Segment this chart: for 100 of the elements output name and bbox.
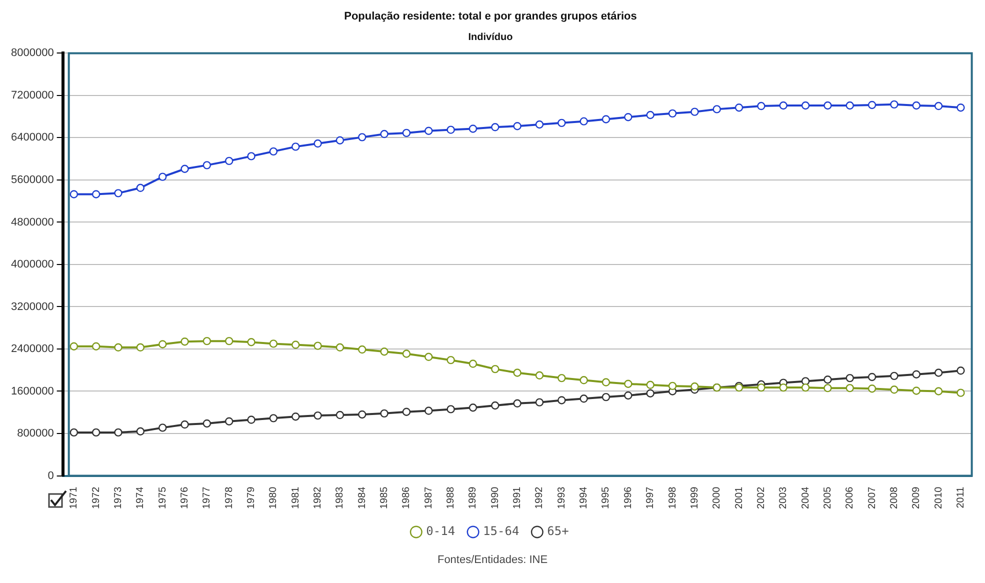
point xyxy=(180,337,189,346)
point xyxy=(92,190,100,198)
point xyxy=(446,126,455,134)
point xyxy=(114,343,122,352)
point xyxy=(92,428,100,437)
x-tick-label: 1984 xyxy=(356,486,368,510)
x-tick-label: 2001 xyxy=(734,486,745,510)
point xyxy=(580,376,588,384)
x-tick-label: 1989 xyxy=(468,486,479,510)
point xyxy=(336,410,344,420)
point xyxy=(513,122,522,130)
point xyxy=(491,401,500,410)
x-tick-label: 1974 xyxy=(135,486,146,510)
point xyxy=(292,412,300,421)
x-tick-label: 1976 xyxy=(180,486,191,510)
chart-title: População residente: total e por grandes grupos etários xyxy=(344,10,637,23)
point xyxy=(646,110,654,120)
point xyxy=(380,348,388,356)
point xyxy=(912,370,920,378)
x-tick-label: 2008 xyxy=(888,486,900,510)
x-tick-label: 1973 xyxy=(113,486,124,510)
y-tick-label: 2400000 xyxy=(10,343,54,356)
x-tick-label: 2010 xyxy=(933,486,944,510)
point xyxy=(868,372,876,382)
point xyxy=(535,398,544,406)
x-tick-label: 1992 xyxy=(534,486,546,510)
point xyxy=(712,105,721,114)
point xyxy=(491,364,500,374)
point xyxy=(402,350,411,358)
point xyxy=(868,100,876,110)
text: Fontes/Entidades: INE xyxy=(436,554,549,566)
point xyxy=(202,336,212,346)
point xyxy=(558,396,566,404)
x-tick-label: 1988 xyxy=(446,486,457,510)
point xyxy=(136,427,145,436)
x-tick-label: 2004 xyxy=(800,486,812,510)
x-tick-label: 1987 xyxy=(423,486,434,510)
point xyxy=(646,380,654,390)
point xyxy=(624,391,632,400)
point xyxy=(424,126,433,135)
point xyxy=(824,376,832,384)
y-tick-label: 4800000 xyxy=(10,216,54,228)
point xyxy=(602,115,610,124)
x-tick-label: 1995 xyxy=(600,486,612,510)
point xyxy=(890,386,898,394)
point xyxy=(668,382,677,390)
x-tick-label: 1983 xyxy=(334,486,346,510)
point xyxy=(912,101,920,110)
point xyxy=(491,123,500,132)
point xyxy=(624,380,632,388)
x-tick-label: 1990 xyxy=(490,486,501,510)
point xyxy=(269,147,278,156)
x-tick-label: 1991 xyxy=(512,486,524,510)
point xyxy=(513,368,522,377)
point xyxy=(314,342,322,350)
x-tick-label: 1982 xyxy=(312,486,324,510)
point xyxy=(801,101,810,110)
point xyxy=(158,424,167,432)
point xyxy=(114,428,122,437)
point xyxy=(824,101,832,110)
chart-subtitle: Indivíduo xyxy=(468,32,513,43)
x-tick-label: 2002 xyxy=(756,486,767,510)
point xyxy=(690,382,699,391)
point xyxy=(158,172,167,181)
point xyxy=(558,118,566,128)
x-tick-label: 1993 xyxy=(556,486,568,510)
point xyxy=(779,383,788,392)
point xyxy=(180,164,189,173)
point xyxy=(114,189,122,198)
point xyxy=(402,128,411,138)
x-tick-label: 2005 xyxy=(822,486,834,510)
x-tick-label: 1971 xyxy=(68,486,80,510)
point xyxy=(269,340,278,348)
y-tick-label: 0 xyxy=(48,470,54,482)
y-tick-label: 8000000 xyxy=(10,47,54,60)
point xyxy=(424,406,433,415)
point xyxy=(336,343,344,352)
x-tick-label: 1985 xyxy=(379,486,390,510)
point xyxy=(558,374,566,382)
x-tick-label: 2003 xyxy=(778,486,790,510)
point xyxy=(890,372,898,380)
point xyxy=(956,388,965,397)
point xyxy=(535,371,544,380)
point xyxy=(646,389,654,398)
x-tick-label: 2006 xyxy=(844,486,856,510)
point xyxy=(956,366,965,375)
point xyxy=(757,383,766,392)
point xyxy=(92,342,100,350)
point xyxy=(846,374,854,382)
point xyxy=(446,356,455,364)
point xyxy=(846,384,854,392)
point xyxy=(934,102,943,110)
x-tick-label: 1975 xyxy=(157,486,168,510)
point xyxy=(890,100,898,109)
point xyxy=(358,345,366,354)
x-tick-label: 1996 xyxy=(622,486,634,510)
legend-label: 15-64 xyxy=(483,524,520,538)
point xyxy=(934,368,943,377)
x-tick-label: 1980 xyxy=(268,486,280,510)
point xyxy=(180,420,189,429)
